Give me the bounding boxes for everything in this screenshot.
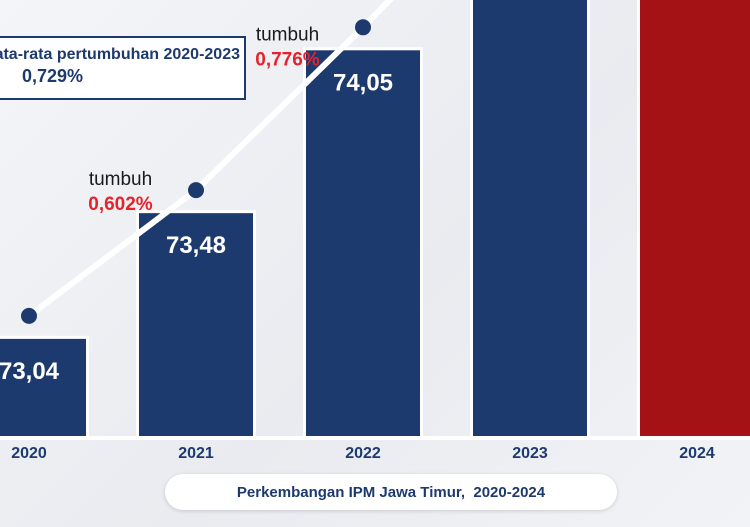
category-label-2021: 2021 <box>178 445 214 462</box>
bar-2023 <box>473 0 587 436</box>
category-label-2024: 2024 <box>679 445 715 462</box>
trend-point-2022 <box>355 19 371 36</box>
chart-caption: Perkembangan IPM Jawa Timur, 2020-2024 <box>165 474 617 510</box>
average-growth-value: 0,729% <box>22 66 84 86</box>
average-growth-title: Rata-rata pertumbuhan 2020-2023 <box>0 46 240 63</box>
category-label-2023: 2023 <box>512 445 548 462</box>
growth-label-2021: 0,602% <box>88 194 153 215</box>
bar-2024 <box>640 0 750 436</box>
growth-word-2022: tumbuh <box>256 25 319 46</box>
growth-word-2021: tumbuh <box>89 169 152 190</box>
trend-line <box>27 0 394 319</box>
average-growth-box: Rata-rata pertumbuhan 2020-2023 0,729% <box>0 36 246 100</box>
growth-label-2022: 0,776% <box>255 50 320 71</box>
value-label-2021: 73,48 <box>166 232 226 259</box>
category-label-2020: 2020 <box>11 445 47 462</box>
trend-point-2020 <box>21 307 37 324</box>
trend-point-2021 <box>188 182 204 199</box>
value-label-2020: 73,04 <box>0 358 60 385</box>
axis-baseline <box>0 436 750 440</box>
bar-2022 <box>306 50 420 437</box>
bar-2021 <box>139 213 253 436</box>
value-label-2022: 74,05 <box>333 69 393 96</box>
category-label-2022: 2022 <box>345 445 381 462</box>
bar-2020 <box>0 338 86 436</box>
